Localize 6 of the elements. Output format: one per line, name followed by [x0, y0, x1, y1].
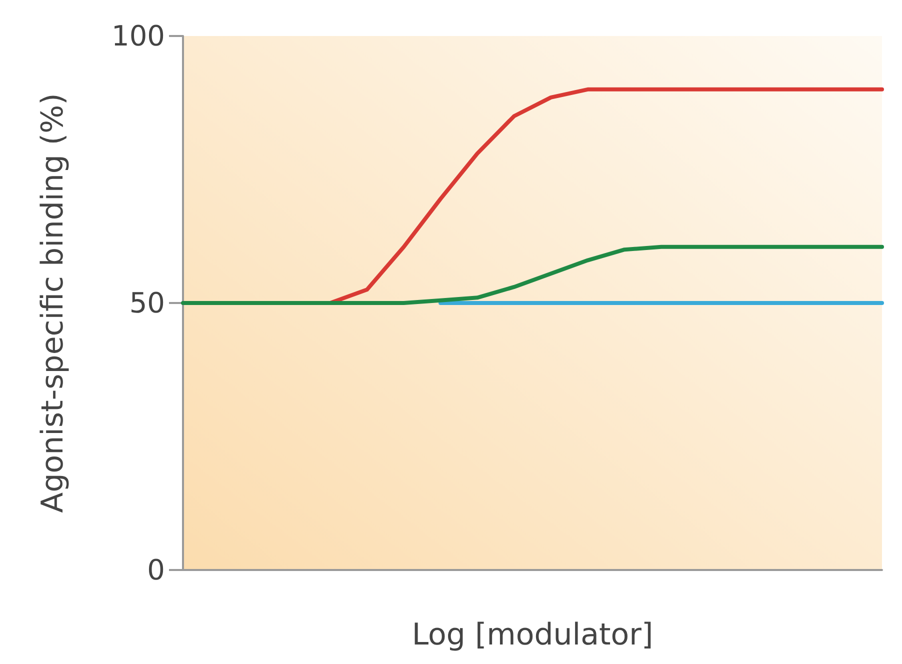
y-tick-label: 0 [147, 554, 165, 586]
y-axis-title: Agonist-specific binding (%) [36, 93, 70, 513]
y-tick-label: 50 [129, 286, 165, 320]
line-series [181, 244, 884, 305]
x-axis-title: Log [modulator] [412, 618, 654, 652]
y-tick-label: 100 [112, 20, 165, 52]
